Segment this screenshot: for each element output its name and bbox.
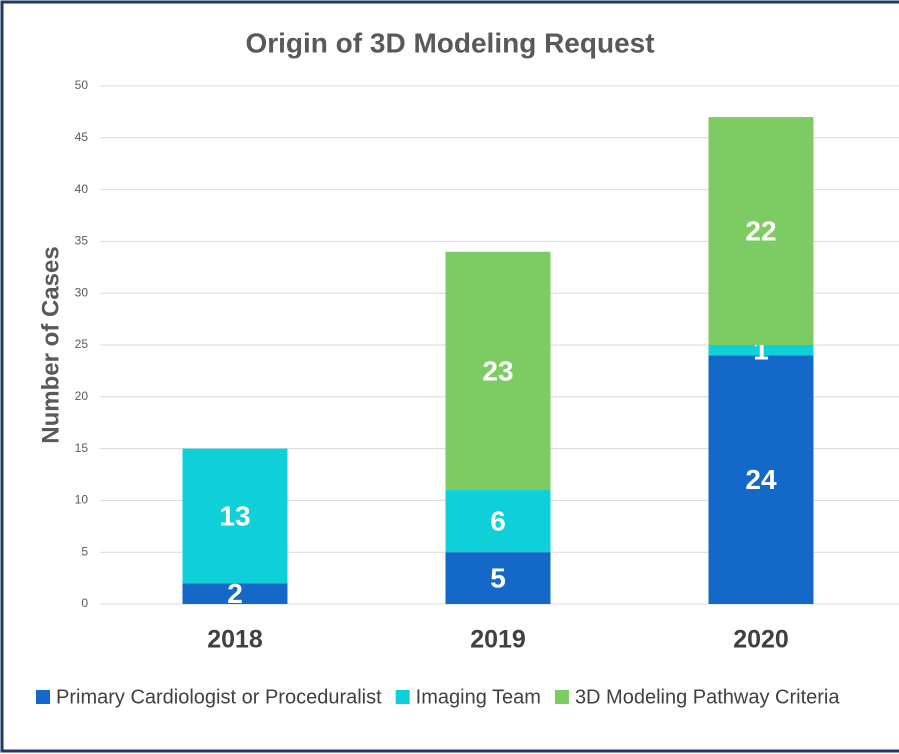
x-tick-label: 2020 [733, 626, 789, 654]
y-tick-label: 45 [75, 130, 89, 144]
legend-label: Primary Cardiologist or Proceduralist [56, 686, 382, 708]
bar-segment [445, 552, 551, 604]
data-label: 13 [219, 500, 250, 531]
x-tick-label: 2019 [470, 626, 526, 654]
y-tick-label: 15 [75, 441, 89, 455]
chart-title: Origin of 3D Modeling Request [245, 27, 654, 58]
y-tick-label: 5 [81, 544, 88, 558]
legend-label: 3D Modeling Pathway Criteria [575, 686, 840, 708]
bar-segment [445, 490, 551, 553]
legend-swatch [554, 690, 569, 704]
data-label: 22 [745, 215, 776, 246]
legend-swatch [36, 690, 50, 704]
bar-segment [708, 345, 814, 356]
bar-segment [182, 448, 288, 584]
data-label: 24 [745, 464, 777, 495]
x-tick-label: 2018 [207, 626, 263, 654]
y-tick-label: 20 [75, 389, 89, 403]
bar-segment [445, 251, 551, 491]
y-tick-label: 30 [75, 285, 89, 299]
y-tick-label: 10 [75, 493, 89, 507]
bar-segment [182, 583, 288, 604]
y-tick-label: 40 [75, 182, 89, 196]
y-tick-label: 25 [75, 337, 89, 351]
data-label: 6 [490, 506, 506, 537]
bar-segment [708, 117, 814, 345]
y-tick-label: 0 [81, 596, 88, 610]
data-label: 5 [490, 562, 506, 593]
bar-segment [708, 355, 814, 604]
data-label: 2 [227, 578, 243, 609]
legend-swatch [395, 690, 410, 704]
legend-label: Imaging Team [416, 686, 541, 708]
data-label: 23 [482, 355, 513, 386]
y-axis-label: Number of Cases [37, 246, 64, 443]
y-tick-label: 35 [75, 234, 89, 248]
y-tick-label: 50 [75, 78, 89, 92]
